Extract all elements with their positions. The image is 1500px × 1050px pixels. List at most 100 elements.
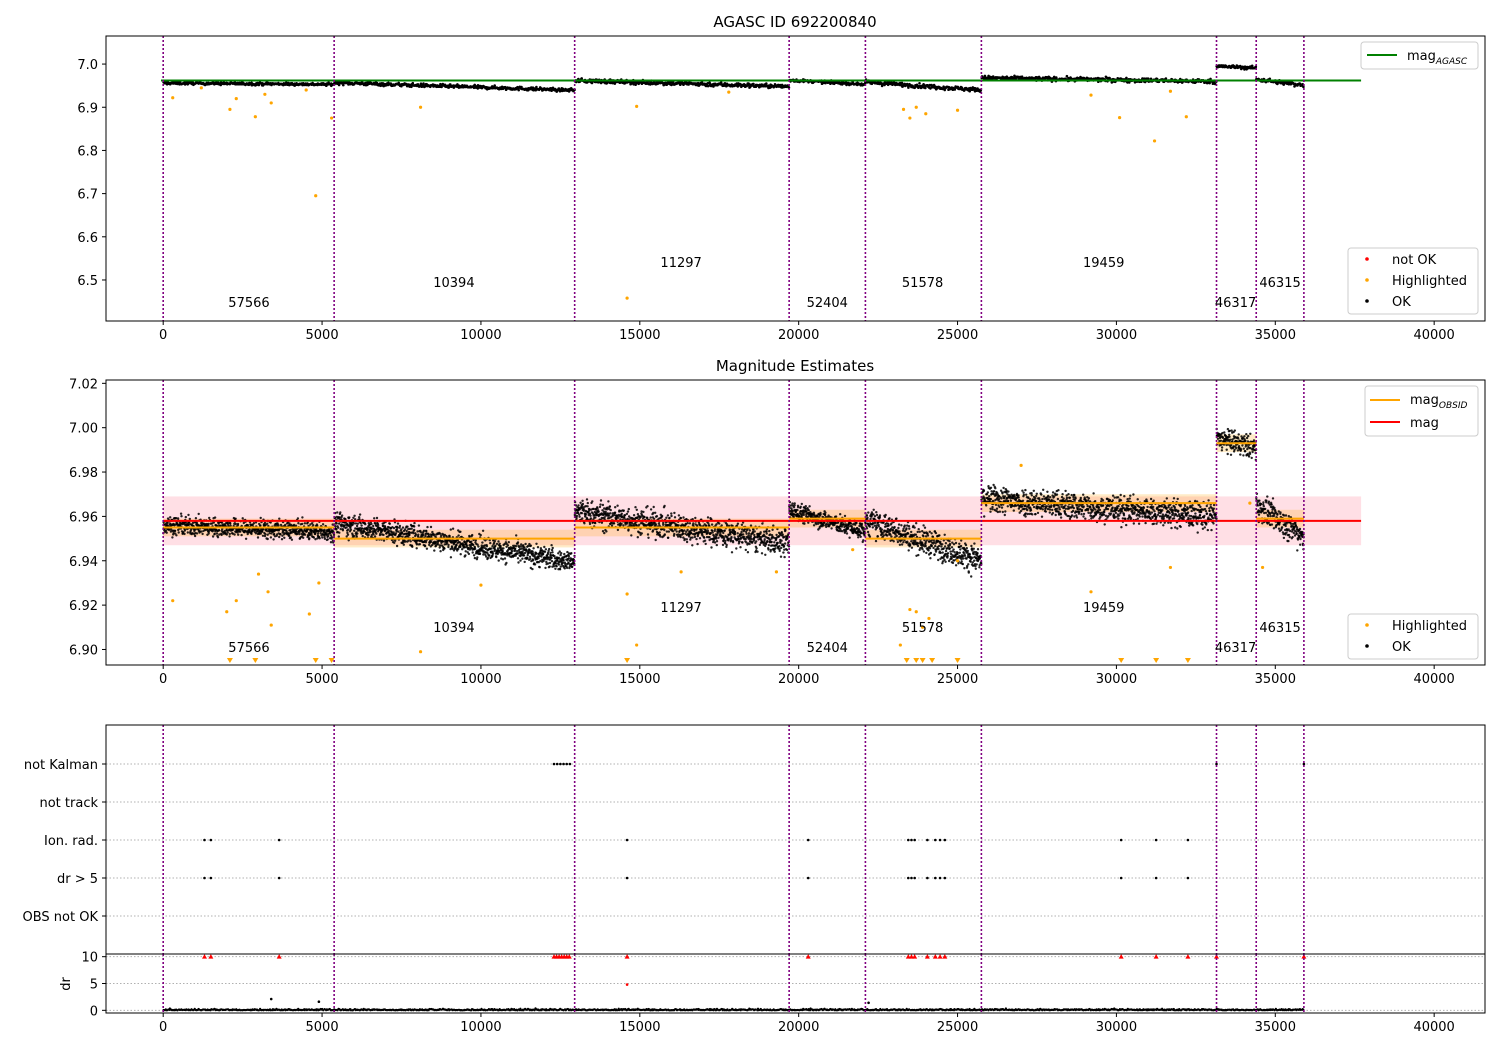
ok-point (667, 536, 670, 539)
ok-point (756, 550, 759, 553)
ok-point (418, 543, 422, 546)
ok-point (536, 546, 540, 549)
ok-point (800, 502, 803, 506)
ok-point (953, 88, 957, 91)
ok-point (915, 83, 919, 87)
ok-point (377, 523, 380, 527)
ok-point (497, 559, 500, 562)
ok-point (405, 529, 408, 533)
ok-point (609, 508, 612, 512)
ok-point (550, 548, 554, 552)
ok-point (696, 542, 699, 546)
ok-point (749, 524, 753, 527)
ok-point (642, 510, 645, 514)
ok-point (715, 540, 719, 543)
ok-point (983, 74, 987, 78)
ok-point (717, 536, 720, 539)
ok-point (663, 504, 666, 508)
ok-point (632, 514, 636, 517)
ok-point (422, 82, 425, 85)
ok-point (708, 536, 711, 539)
ok-point (742, 533, 745, 536)
y-tick-label: 6.6 (77, 231, 98, 246)
ok-point (571, 565, 574, 568)
ok-point (341, 529, 345, 532)
highlighted-point (228, 107, 232, 112)
ok-point (783, 542, 787, 545)
ok-point (579, 501, 582, 504)
highlighted-point (1152, 139, 1157, 143)
y-tick-label: 7.0 (77, 58, 98, 73)
ok-point (704, 542, 707, 546)
ok-point (531, 567, 534, 571)
ok-point (752, 539, 756, 542)
ok-point (880, 84, 884, 88)
ok-point (459, 553, 462, 556)
ok-point (768, 529, 771, 533)
ok-point (594, 516, 597, 519)
ok-point (646, 533, 650, 536)
ok-point (188, 517, 191, 521)
panel-estimates: Magnitude Estimates 57566103941129752404… (69, 357, 1486, 687)
ok-point (414, 533, 418, 536)
ok-point (250, 532, 253, 536)
ok-point (266, 522, 269, 525)
ok-point (686, 522, 689, 525)
ok-point (765, 530, 768, 533)
ok-point (772, 524, 775, 527)
ok-point (278, 535, 281, 539)
highlighted-point (908, 116, 912, 120)
ok-point (589, 517, 593, 520)
ok-point (802, 513, 805, 517)
ok-point (780, 546, 783, 550)
ok-point (577, 504, 580, 507)
ok-point (679, 516, 683, 520)
highlighted-point (269, 101, 273, 105)
ok-point (773, 550, 776, 553)
ok-point (601, 503, 605, 507)
ok-point (184, 515, 187, 519)
ok-point (670, 512, 673, 515)
ok-point (236, 522, 240, 526)
ok-point (495, 555, 498, 559)
ok-point (413, 521, 416, 525)
ok-point (771, 528, 774, 531)
ok-point (550, 544, 553, 547)
ok-point (502, 547, 505, 550)
ok-point (349, 528, 353, 531)
ok-point (632, 83, 635, 86)
ok-point (169, 516, 172, 519)
ok-point (635, 508, 638, 511)
ok-point (544, 566, 547, 570)
ok-point (627, 528, 630, 531)
ok-point (367, 533, 370, 537)
ok-point (296, 517, 300, 520)
ok-point (388, 522, 391, 525)
ok-point (446, 541, 449, 545)
y-tick-label: 6.8 (77, 144, 98, 159)
x-tick-label: 20000 (778, 328, 819, 343)
highlighted-point (727, 90, 731, 94)
ok-point (726, 535, 729, 539)
ok-point (166, 522, 169, 525)
ok-point (519, 559, 522, 562)
ok-point (471, 533, 474, 537)
ok-point (464, 554, 467, 557)
ok-point (781, 533, 784, 536)
ok-point (211, 535, 215, 538)
ok-point (793, 502, 796, 505)
ok-point (918, 82, 921, 85)
ok-point (763, 538, 766, 541)
ok-point (277, 524, 280, 527)
ok-point (395, 544, 399, 548)
ok-point (337, 535, 340, 538)
ok-point (443, 547, 446, 550)
highlighted-point (304, 88, 308, 92)
ok-point (523, 546, 526, 549)
ok-point (240, 533, 243, 537)
ok-point (767, 544, 771, 547)
ok-point (691, 536, 694, 539)
highlighted-point (1089, 93, 1093, 97)
ok-point (537, 557, 540, 560)
